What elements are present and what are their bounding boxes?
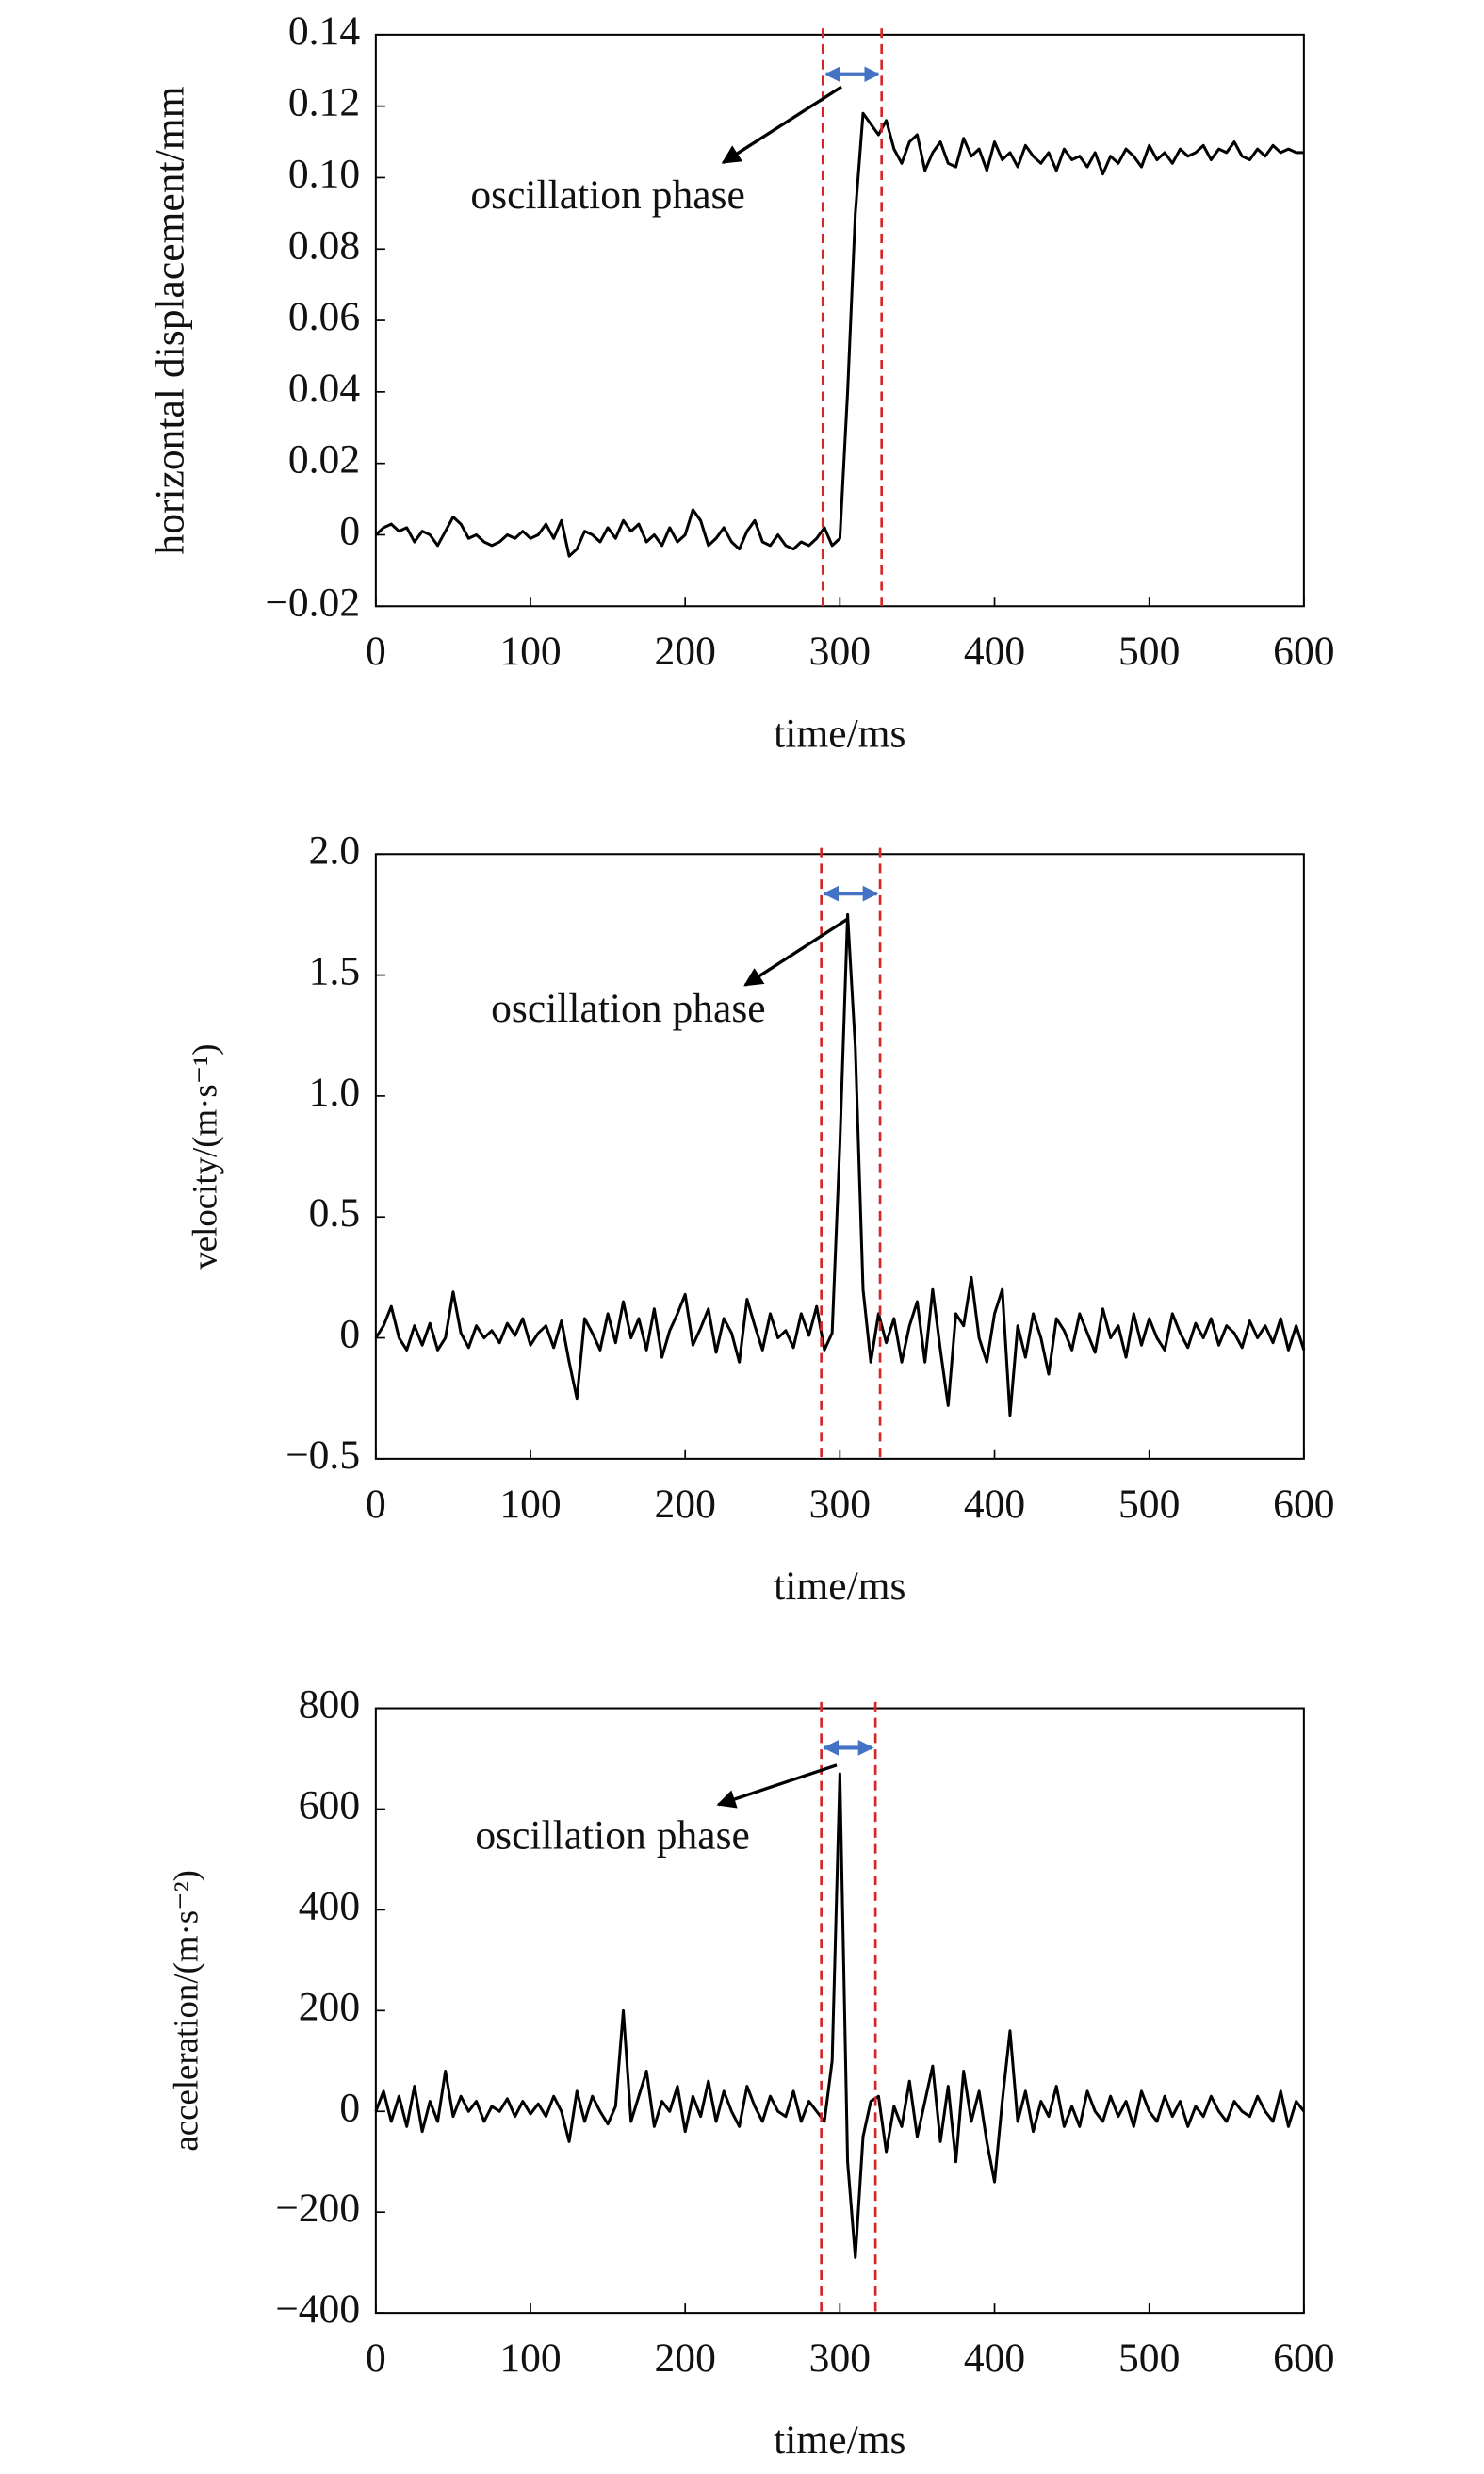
y-tick-label: 0 (339, 508, 360, 553)
x-tick-label: 100 (499, 2335, 561, 2381)
y-tick-label: 0 (339, 1312, 360, 1357)
x-tick-label: 300 (809, 629, 871, 674)
x-tick-label: 100 (499, 1482, 561, 1527)
x-tick-label: 600 (1273, 629, 1334, 674)
x-tick-label: 600 (1273, 1482, 1334, 1527)
x-tick-label: 0 (366, 629, 386, 674)
annotation-arrow (721, 85, 842, 164)
y-tick-label: −200 (275, 2186, 360, 2231)
y-tick-label: 400 (299, 1883, 360, 1928)
x-tick-label: 200 (655, 1482, 716, 1527)
y-tick-label: 0.04 (288, 366, 360, 411)
data-line (374, 912, 1306, 1417)
y-tick-label: 0.06 (288, 294, 360, 339)
x-tick-label: 500 (1118, 2335, 1180, 2381)
x-tick-label: 0 (366, 2335, 386, 2381)
data-line (374, 1772, 1306, 2259)
y-tick-label: 0.12 (288, 80, 360, 125)
x-tick-label: 500 (1118, 629, 1180, 674)
x-tick-label: 400 (964, 629, 1025, 674)
y-tick-label: 0.10 (288, 151, 360, 196)
y-tick-label: −0.02 (265, 580, 360, 625)
x-tick-label: 400 (964, 2335, 1025, 2381)
annotation-arrow (743, 917, 849, 987)
y-tick-label: 0.02 (288, 437, 360, 483)
x-tick-label: 0 (366, 1482, 386, 1527)
data-line (374, 111, 1304, 558)
x-tick-label: 600 (1273, 2335, 1334, 2381)
x-axis-label: time/ms (774, 2417, 905, 2463)
y-axis-label: horizontal displacement/mm (147, 86, 192, 554)
x-tick-label: 400 (964, 1482, 1025, 1527)
y-tick-label: −400 (275, 2286, 360, 2332)
y-tick-label: 1.5 (309, 949, 360, 994)
annotation: oscillation phase (470, 172, 744, 218)
y-axis-label: acceleration/(m·s⁻²) (167, 1870, 205, 2151)
x-tick-label: 300 (809, 1482, 871, 1527)
x-tick-label: 300 (809, 2335, 871, 2381)
y-tick-label: 2.0 (309, 827, 360, 873)
y-tick-label: −0.5 (285, 1433, 360, 1478)
y-tick-label: 1.0 (309, 1070, 360, 1115)
y-tick-label: 200 (299, 1984, 360, 2029)
annotation: oscillation phase (475, 1813, 749, 1859)
annotation: oscillation phase (491, 986, 765, 1031)
y-tick-label: 0.14 (288, 8, 360, 54)
x-axis-label: time/ms (774, 1564, 905, 1609)
x-tick-label: 200 (655, 2335, 716, 2381)
x-tick-label: 500 (1118, 1482, 1180, 1527)
y-tick-label: 0.5 (309, 1190, 360, 1236)
x-tick-label: 100 (499, 629, 561, 674)
y-tick-label: 0 (339, 2085, 360, 2130)
y-tick-label: 0.08 (288, 222, 360, 268)
x-tick-label: 200 (655, 629, 716, 674)
y-tick-label: 800 (299, 1682, 360, 1728)
y-tick-label: 600 (299, 1782, 360, 1827)
annotation-arrow (716, 1763, 838, 1809)
x-axis-label: time/ms (774, 711, 905, 756)
y-axis-label: velocity/(m·s⁻¹) (186, 1043, 224, 1269)
